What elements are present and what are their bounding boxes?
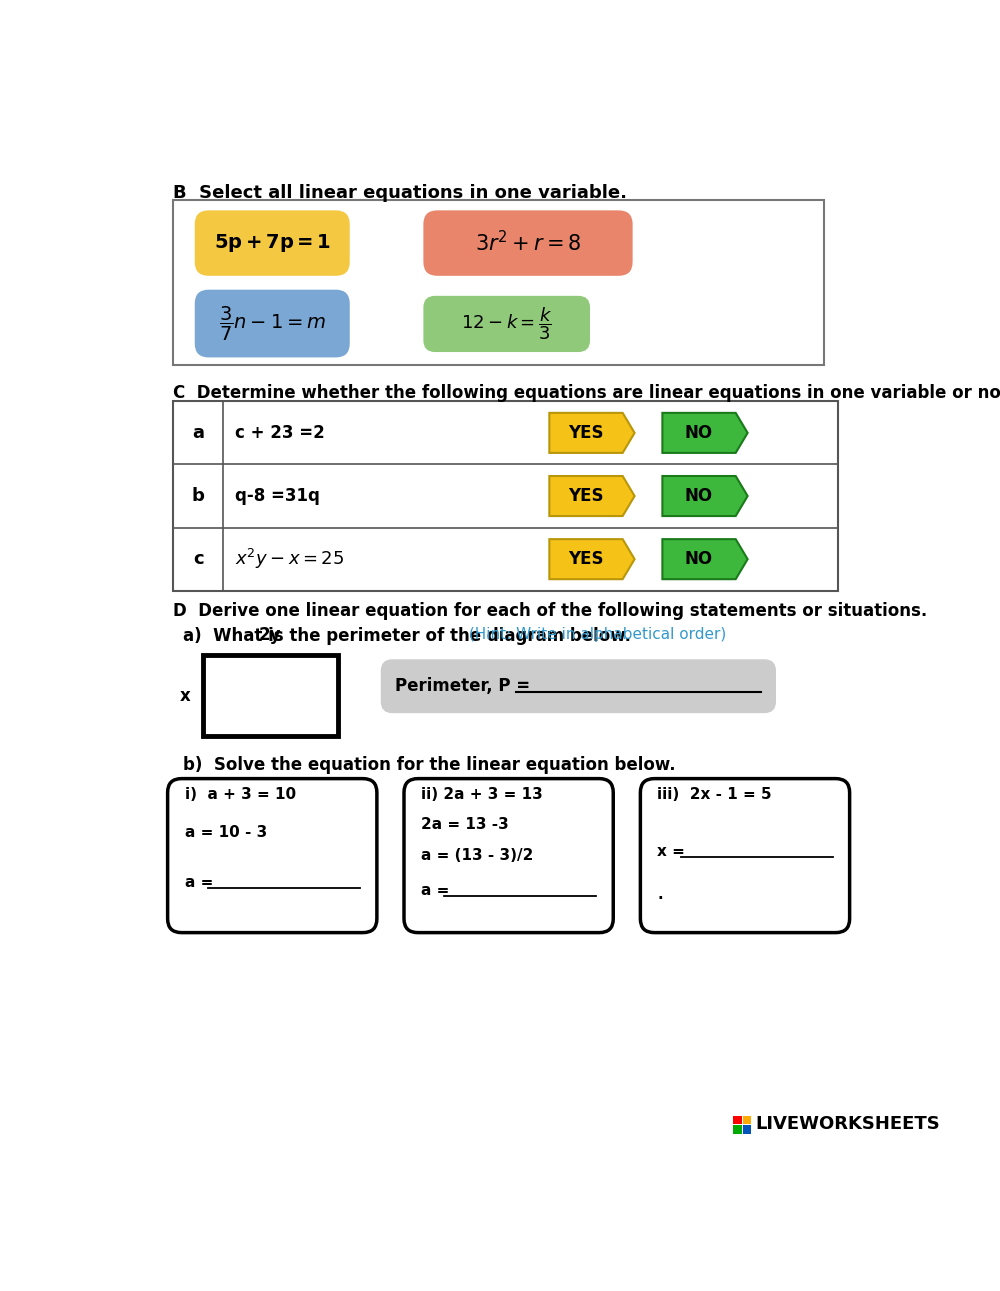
Bar (743, 1126, 751, 1133)
Text: NO: NO (685, 487, 713, 505)
Text: a)  What is the perimeter of the diagram below.: a) What is the perimeter of the diagram … (183, 627, 631, 646)
Polygon shape (549, 476, 635, 516)
Text: a = (13 - 3)/2: a = (13 - 3)/2 (421, 848, 533, 864)
Text: C  Determine whether the following equations are linear equations in one variabl: C Determine whether the following equati… (173, 385, 1000, 403)
Polygon shape (549, 413, 635, 453)
Text: a =: a = (185, 875, 218, 889)
FancyBboxPatch shape (640, 778, 850, 932)
Text: b)  Solve the equation for the linear equation below.: b) Solve the equation for the linear equ… (183, 755, 676, 773)
Text: 2a = 13 -3: 2a = 13 -3 (421, 817, 509, 833)
Text: i)  a + 3 = 10: i) a + 3 = 10 (185, 786, 296, 802)
Text: c + 23 =2: c + 23 =2 (235, 423, 325, 442)
FancyBboxPatch shape (195, 210, 350, 276)
Polygon shape (662, 476, 748, 516)
Text: YES: YES (568, 487, 604, 505)
Text: $3r^2 + r = 8$: $3r^2 + r = 8$ (475, 231, 581, 256)
Bar (743, 1115, 751, 1124)
Text: $\mathbf{5p + 7p = 1}$: $\mathbf{5p + 7p = 1}$ (214, 232, 331, 254)
Bar (733, 1115, 742, 1124)
Text: ii) 2a + 3 = 13: ii) 2a + 3 = 13 (421, 786, 543, 802)
Polygon shape (662, 540, 748, 580)
FancyBboxPatch shape (423, 296, 590, 352)
Text: D  Derive one linear equation for each of the following statements or situations: D Derive one linear equation for each of… (173, 602, 927, 620)
Text: (Hint: Write in alphabetical order): (Hint: Write in alphabetical order) (464, 627, 726, 642)
Polygon shape (662, 413, 748, 453)
Text: q-8 =31q: q-8 =31q (235, 487, 320, 505)
Text: NO: NO (685, 423, 713, 442)
FancyBboxPatch shape (381, 660, 776, 713)
Text: $\dfrac{3}{7}n - 1 = m$: $\dfrac{3}{7}n - 1 = m$ (219, 305, 326, 342)
Text: .: . (657, 887, 663, 901)
Text: iii)  2x - 1 = 5: iii) 2x - 1 = 5 (657, 786, 772, 802)
FancyBboxPatch shape (404, 778, 613, 932)
Text: LIVEWORKSHEETS: LIVEWORKSHEETS (755, 1115, 940, 1133)
Text: a = 10 - 3: a = 10 - 3 (185, 825, 267, 840)
Bar (733, 1126, 742, 1133)
FancyBboxPatch shape (168, 778, 377, 932)
Text: B  Select all linear equations in one variable.: B Select all linear equations in one var… (173, 185, 627, 203)
Bar (173, 402, 838, 591)
Text: $12 - k = \dfrac{k}{3}$: $12 - k = \dfrac{k}{3}$ (461, 306, 552, 342)
Text: NO: NO (685, 550, 713, 568)
FancyBboxPatch shape (423, 210, 633, 276)
FancyBboxPatch shape (195, 289, 350, 358)
Text: c: c (193, 550, 204, 568)
Text: 2y: 2y (259, 626, 282, 644)
Text: x =: x = (657, 844, 691, 860)
Text: Perimeter, P =: Perimeter, P = (395, 678, 536, 696)
Text: a =: a = (421, 883, 455, 897)
Text: b: b (192, 487, 205, 505)
Text: a: a (192, 423, 204, 442)
Text: YES: YES (568, 423, 604, 442)
Bar (173, 200, 824, 365)
Text: YES: YES (568, 550, 604, 568)
Polygon shape (549, 540, 635, 580)
Text: x: x (180, 687, 191, 705)
Bar (202, 656, 338, 736)
Text: $x^2y - x = 25$: $x^2y - x = 25$ (235, 547, 344, 571)
